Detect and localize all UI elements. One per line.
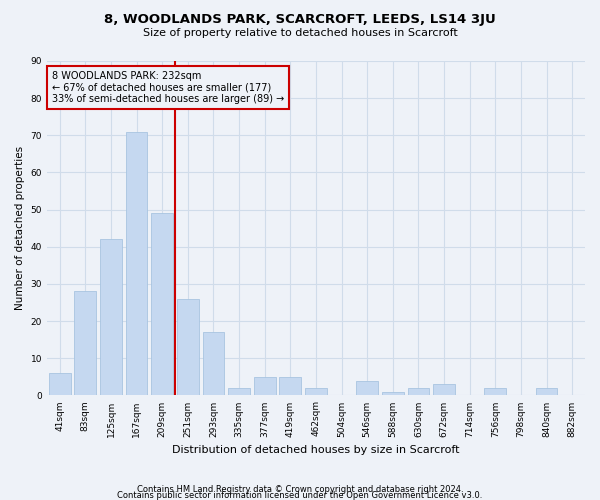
Bar [49, 373, 71, 396]
Y-axis label: Number of detached properties: Number of detached properties [15, 146, 25, 310]
Bar [100, 240, 122, 396]
Bar [382, 392, 404, 396]
Bar [305, 388, 327, 396]
Text: Size of property relative to detached houses in Scarcroft: Size of property relative to detached ho… [143, 28, 457, 38]
Bar [126, 132, 148, 396]
Bar [177, 299, 199, 396]
Text: 8 WOODLANDS PARK: 232sqm
← 67% of detached houses are smaller (177)
33% of semi-: 8 WOODLANDS PARK: 232sqm ← 67% of detach… [52, 71, 284, 104]
Bar [151, 214, 173, 396]
Text: Contains public sector information licensed under the Open Government Licence v3: Contains public sector information licen… [118, 491, 482, 500]
Bar [536, 388, 557, 396]
Bar [280, 377, 301, 396]
X-axis label: Distribution of detached houses by size in Scarcroft: Distribution of detached houses by size … [172, 445, 460, 455]
Bar [484, 388, 506, 396]
Bar [228, 388, 250, 396]
Bar [407, 388, 430, 396]
Bar [356, 380, 378, 396]
Bar [203, 332, 224, 396]
Text: 8, WOODLANDS PARK, SCARCROFT, LEEDS, LS14 3JU: 8, WOODLANDS PARK, SCARCROFT, LEEDS, LS1… [104, 12, 496, 26]
Bar [433, 384, 455, 396]
Text: Contains HM Land Registry data © Crown copyright and database right 2024.: Contains HM Land Registry data © Crown c… [137, 485, 463, 494]
Bar [254, 377, 275, 396]
Bar [74, 292, 96, 396]
